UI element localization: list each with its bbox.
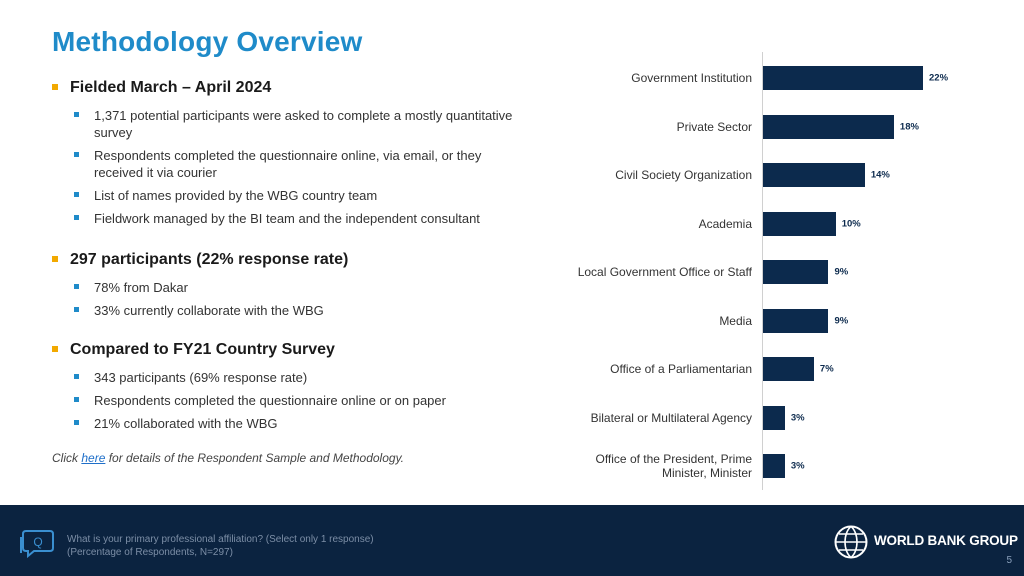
value-label: 3% (790, 412, 805, 423)
svg-text:Q: Q (33, 535, 42, 549)
survey-question: What is your primary professional affili… (67, 533, 374, 559)
list-item: 1,371 potential participants were asked … (70, 107, 522, 141)
list-item-text: List of names provided by the WBG countr… (94, 188, 378, 203)
bar (763, 405, 785, 430)
section-fielded: Fielded March – April 2024 1,371 potenti… (52, 78, 522, 227)
list-item-text: 1,371 potential participants were asked … (94, 108, 513, 140)
list-item: 21% collaborated with the WBG (70, 415, 522, 432)
section-heading-text: 297 participants (22% response rate) (70, 251, 349, 268)
square-bullet-icon (74, 112, 79, 117)
globe-icon (834, 525, 868, 559)
section-comparison: Compared to FY21 Country Survey 343 part… (52, 340, 522, 432)
bar (763, 454, 785, 478)
list-item: 78% from Dakar (70, 279, 522, 296)
value-label: 18% (899, 121, 919, 132)
page-number: 5 (1006, 555, 1012, 566)
section-heading: Compared to FY21 Country Survey (52, 340, 522, 360)
question-icon: Q (20, 530, 54, 559)
list-item: 343 participants (69% response rate) (70, 369, 522, 386)
list-item-text: 78% from Dakar (94, 280, 188, 295)
here-link[interactable]: here (81, 451, 106, 465)
list-item-text: Fieldwork managed by the BI team and the… (94, 211, 480, 226)
square-bullet-icon (74, 215, 79, 220)
question-base: (Percentage of Respondents, N=297) (67, 547, 233, 558)
square-bullet-icon (74, 192, 79, 197)
value-label: 3% (790, 460, 805, 472)
list-item: 33% currently collaborate with the WBG (70, 302, 522, 319)
bar (763, 66, 923, 90)
bar (763, 308, 829, 333)
square-bullet-icon (52, 84, 58, 90)
value-label: 9% (834, 266, 849, 278)
category-label: Office of the President, Prime Minister,… (595, 452, 752, 480)
value-label: 9% (834, 315, 849, 326)
category-label: Civil Society Organization (615, 168, 752, 182)
section-heading: Fielded March – April 2024 (52, 78, 522, 98)
bar (763, 163, 865, 187)
category-label: Media (719, 313, 752, 328)
square-bullet-icon (74, 152, 79, 157)
square-bullet-icon (74, 307, 79, 312)
chart-axis-line (762, 52, 763, 490)
list-item: List of names provided by the WBG countr… (70, 187, 522, 204)
list-item-text: Respondents completed the questionnaire … (94, 393, 446, 408)
note-suffix: for details of the Respondent Sample and… (105, 451, 405, 465)
brand-name: WORLD BANK GROUP (874, 533, 1018, 548)
category-label: Government Institution (631, 71, 752, 85)
methodology-note: Click here for details of the Respondent… (52, 451, 404, 465)
list-item-text: 343 participants (69% response rate) (94, 370, 308, 385)
note-prefix: Click (52, 451, 82, 465)
value-label: 10% (841, 218, 861, 229)
page-title: Methodology Overview (52, 26, 363, 57)
category-label: Bilateral or Multilateral Agency (590, 410, 752, 425)
section-participants: 297 participants (22% response rate) 78%… (52, 250, 522, 319)
bar (763, 211, 836, 236)
list-item-text: 33% currently collaborate with the WBG (94, 303, 324, 318)
square-bullet-icon (74, 284, 79, 289)
affiliation-bar-chart: Government Institution 22% Private Sector 1… (560, 52, 1000, 492)
category-label: Private Sector (676, 119, 752, 134)
bar (763, 260, 829, 284)
category-label: Local Government Office or Staff (577, 265, 752, 279)
question-text: What is your primary professional affili… (67, 534, 374, 545)
square-bullet-icon (74, 397, 79, 402)
list-item: Respondents completed the questionnaire … (70, 392, 522, 409)
list-item-text: 21% collaborated with the WBG (94, 416, 278, 431)
category-label: Academia (698, 216, 752, 231)
list-item: Fieldwork managed by the BI team and the… (70, 210, 522, 227)
square-bullet-icon (74, 420, 79, 425)
footer-bar: Q What is your primary professional affi… (0, 505, 1024, 576)
square-bullet-icon (52, 256, 58, 262)
value-label: 7% (819, 363, 834, 375)
bar (763, 114, 894, 139)
square-bullet-icon (74, 374, 79, 379)
square-bullet-icon (52, 346, 58, 352)
list-item: Respondents completed the questionnaire … (70, 147, 522, 181)
category-label: Office of a Parliamentarian (610, 362, 752, 376)
section-heading-text: Fielded March – April 2024 (70, 79, 272, 96)
list-item-text: Respondents completed the questionnaire … (94, 148, 482, 180)
bar (763, 357, 814, 381)
value-label: 22% (929, 72, 949, 84)
section-heading: 297 participants (22% response rate) (52, 250, 522, 270)
section-heading-text: Compared to FY21 Country Survey (70, 341, 335, 358)
value-label: 14% (870, 169, 890, 181)
